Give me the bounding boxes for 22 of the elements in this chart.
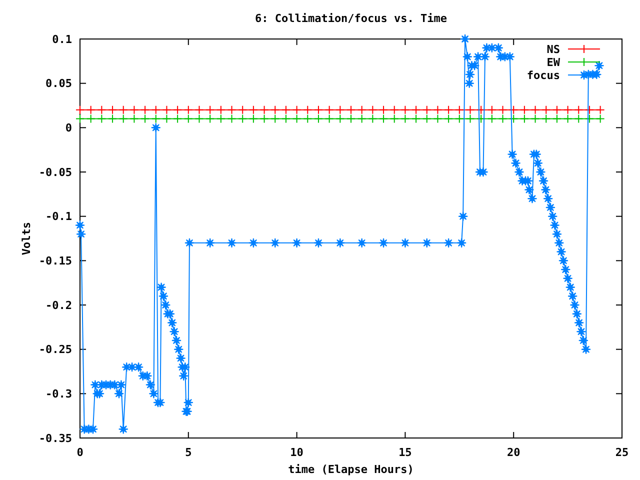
y-tick-label: -0.2	[46, 298, 72, 312]
x-tick-label: 15	[398, 446, 412, 459]
y-tick-label: 0	[65, 122, 72, 135]
y-tick-label: -0.35	[38, 432, 72, 445]
x-tick-label: 10	[290, 446, 304, 459]
x-tick-label: 20	[506, 446, 520, 459]
x-tick-label: 0	[76, 446, 84, 459]
chart-title: 6: Collimation/focus vs. Time	[254, 12, 448, 25]
legend-label: NS	[546, 42, 560, 56]
y-tick-label: -0.05	[38, 166, 72, 179]
y-tick-label: -0.25	[38, 343, 72, 356]
x-axis-title: time (Elapse Hours)	[288, 463, 414, 476]
legend-label: focus	[526, 68, 560, 82]
y-tick-label: 0.1	[52, 32, 72, 46]
y-tick-label: -0.3	[46, 388, 72, 401]
legend-label: EW	[546, 56, 560, 69]
y-axis-title: Volts	[20, 222, 33, 256]
x-tick-label: 5	[185, 446, 192, 459]
y-tick-label: -0.1	[46, 210, 72, 224]
y-tick-label: -0.15	[38, 254, 72, 268]
y-tick-label: 0.05	[46, 77, 72, 90]
x-tick-label: 25	[615, 446, 629, 459]
